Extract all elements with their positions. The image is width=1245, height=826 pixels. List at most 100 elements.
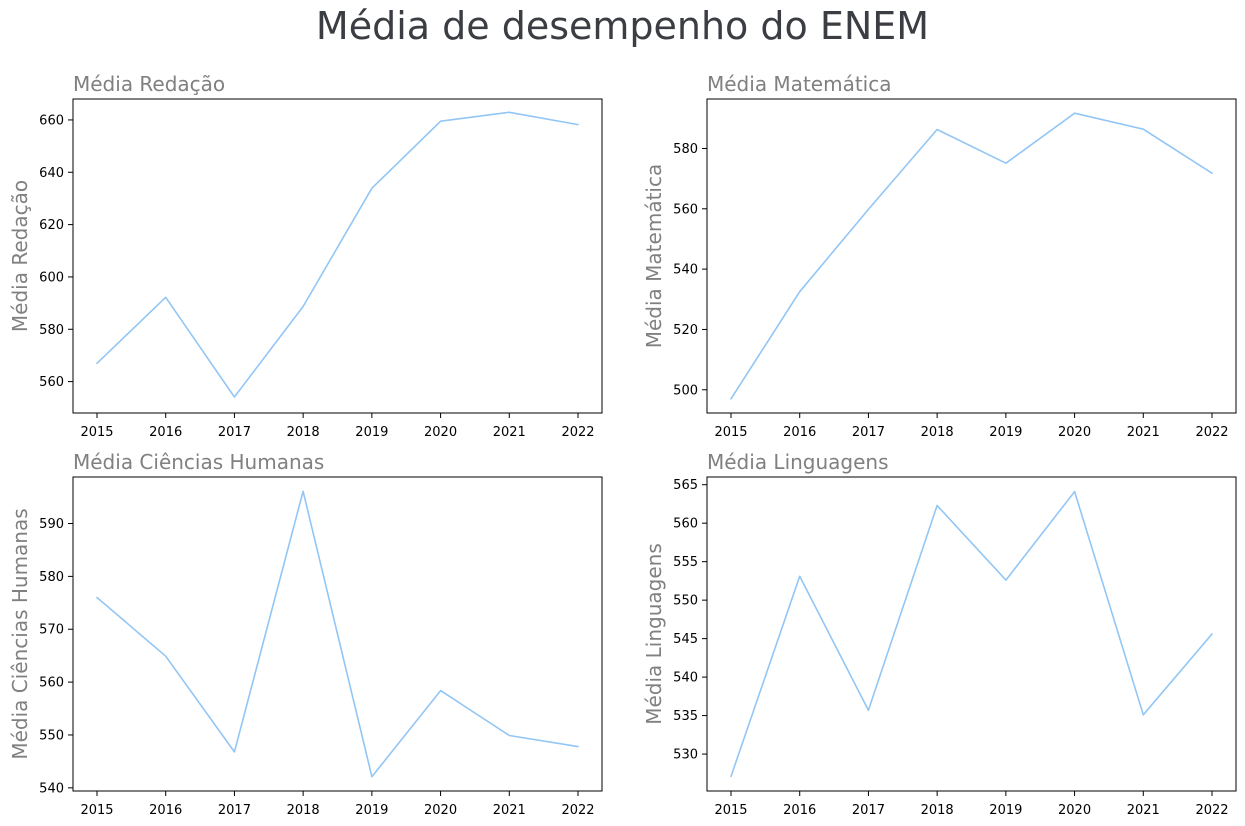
y-tick-label: 560: [673, 202, 698, 217]
series-line: [730, 112, 1213, 400]
subplot-2: Média Matemática Média Matemática 2015 2016…: [642, 72, 1237, 440]
data-point: [507, 110, 511, 114]
subplot-4: Média Linguagens Média Linguagens 2015 2016…: [642, 450, 1237, 818]
y-tick-label: 540: [673, 671, 698, 686]
x-tick-label: 2018: [287, 803, 320, 818]
y-tick-label: 530: [673, 748, 698, 763]
x-tick-label: 2021: [493, 425, 526, 440]
data-point: [1073, 111, 1077, 115]
data-point: [1004, 161, 1008, 165]
subplot-1: Média Redação Média Redação 2015 2016 2017 20…: [8, 72, 603, 440]
x-tick-label: 2015: [80, 803, 113, 818]
y-tick-label: 540: [673, 263, 698, 278]
x-tick-label: 2020: [424, 803, 457, 818]
y-tick-label: 550: [39, 728, 64, 743]
x-tick-label: 2017: [218, 425, 251, 440]
x-tick-label: 2022: [1195, 803, 1228, 818]
x-tick-label: 2020: [424, 425, 457, 440]
x-tick-label: 2016: [149, 803, 182, 818]
subplot-title: Média Redação: [73, 72, 225, 96]
x-tick-label: 2018: [921, 425, 954, 440]
y-tick-label: 560: [39, 375, 64, 390]
data-point: [729, 774, 733, 778]
data-point: [301, 489, 305, 493]
x-tick-label: 2019: [355, 425, 388, 440]
axes-frame: [72, 98, 603, 414]
y-axis-label: Média Linguagens: [642, 543, 666, 725]
y-tick-label: 565: [673, 478, 698, 493]
y-tick-label: 640: [39, 166, 64, 181]
data-point: [935, 127, 939, 131]
y-tick-label: 580: [39, 570, 64, 585]
data-point: [370, 186, 374, 190]
x-tick-label: 2017: [852, 803, 885, 818]
y-tick-label: 580: [39, 323, 64, 338]
data-point: [866, 708, 870, 712]
y-tick-label: 520: [673, 323, 698, 338]
x-tick-label: 2018: [287, 425, 320, 440]
x-tick-label: 2022: [1195, 425, 1228, 440]
y-tick-label: 580: [673, 142, 698, 157]
y-tick-label: 500: [673, 383, 698, 398]
data-point: [1141, 127, 1145, 131]
y-tick-label: 560: [673, 517, 698, 532]
data-point: [439, 119, 443, 123]
data-point: [164, 654, 168, 658]
data-point: [232, 395, 236, 399]
y-tick-label: 600: [39, 270, 64, 285]
x-tick-label: 2022: [561, 803, 594, 818]
x-tick-label: 2017: [218, 803, 251, 818]
data-point: [1141, 713, 1145, 717]
subplot-3: Média Ciências Humanas Média Ciências Hum…: [8, 450, 603, 818]
x-tick-label: 2016: [149, 425, 182, 440]
x-tick-label: 2020: [1058, 803, 1091, 818]
data-point: [95, 596, 99, 600]
x-tick-label: 2021: [1127, 425, 1160, 440]
data-point: [576, 745, 580, 749]
data-point: [798, 574, 802, 578]
x-tick-label: 2018: [921, 803, 954, 818]
x-tick-label: 2019: [989, 425, 1022, 440]
subplot-title: Média Matemática: [707, 72, 891, 96]
axes-frame: [706, 476, 1237, 792]
x-tick-label: 2015: [714, 803, 747, 818]
y-axis-label: Média Ciências Humanas: [8, 508, 32, 759]
y-tick-label: 570: [39, 623, 64, 638]
data-point: [576, 123, 580, 127]
data-point: [232, 750, 236, 754]
axes-frame: [706, 98, 1237, 414]
x-tick-label: 2021: [493, 803, 526, 818]
y-tick-label: 590: [39, 517, 64, 532]
x-tick-label: 2016: [783, 803, 816, 818]
subplot-title: Média Ciências Humanas: [73, 450, 324, 474]
data-point: [439, 689, 443, 693]
x-tick-label: 2022: [561, 425, 594, 440]
series-line: [730, 490, 1213, 778]
y-tick-label: 550: [673, 594, 698, 609]
data-point: [1004, 578, 1008, 582]
y-tick-label: 660: [39, 113, 64, 128]
x-tick-label: 2020: [1058, 425, 1091, 440]
x-tick-label: 2021: [1127, 803, 1160, 818]
y-axis-label: Média Matemática: [642, 164, 666, 348]
figure-title: Média de desempenho do ENEM: [315, 4, 930, 48]
x-tick-label: 2017: [852, 425, 885, 440]
subplot-title: Média Linguagens: [707, 450, 889, 474]
y-tick-label: 535: [673, 709, 698, 724]
series-line: [96, 111, 579, 398]
x-tick-label: 2019: [355, 803, 388, 818]
data-point: [301, 305, 305, 309]
axes-frame: [72, 476, 603, 792]
data-point: [507, 733, 511, 737]
data-point: [1073, 490, 1077, 494]
y-tick-label: 620: [39, 218, 64, 233]
series-line: [96, 490, 579, 778]
x-tick-label: 2015: [714, 425, 747, 440]
data-point: [729, 397, 733, 401]
y-tick-label: 540: [39, 781, 64, 796]
y-tick-label: 545: [673, 632, 698, 647]
data-point: [370, 775, 374, 779]
data-point: [1210, 171, 1214, 175]
data-point: [1210, 632, 1214, 636]
